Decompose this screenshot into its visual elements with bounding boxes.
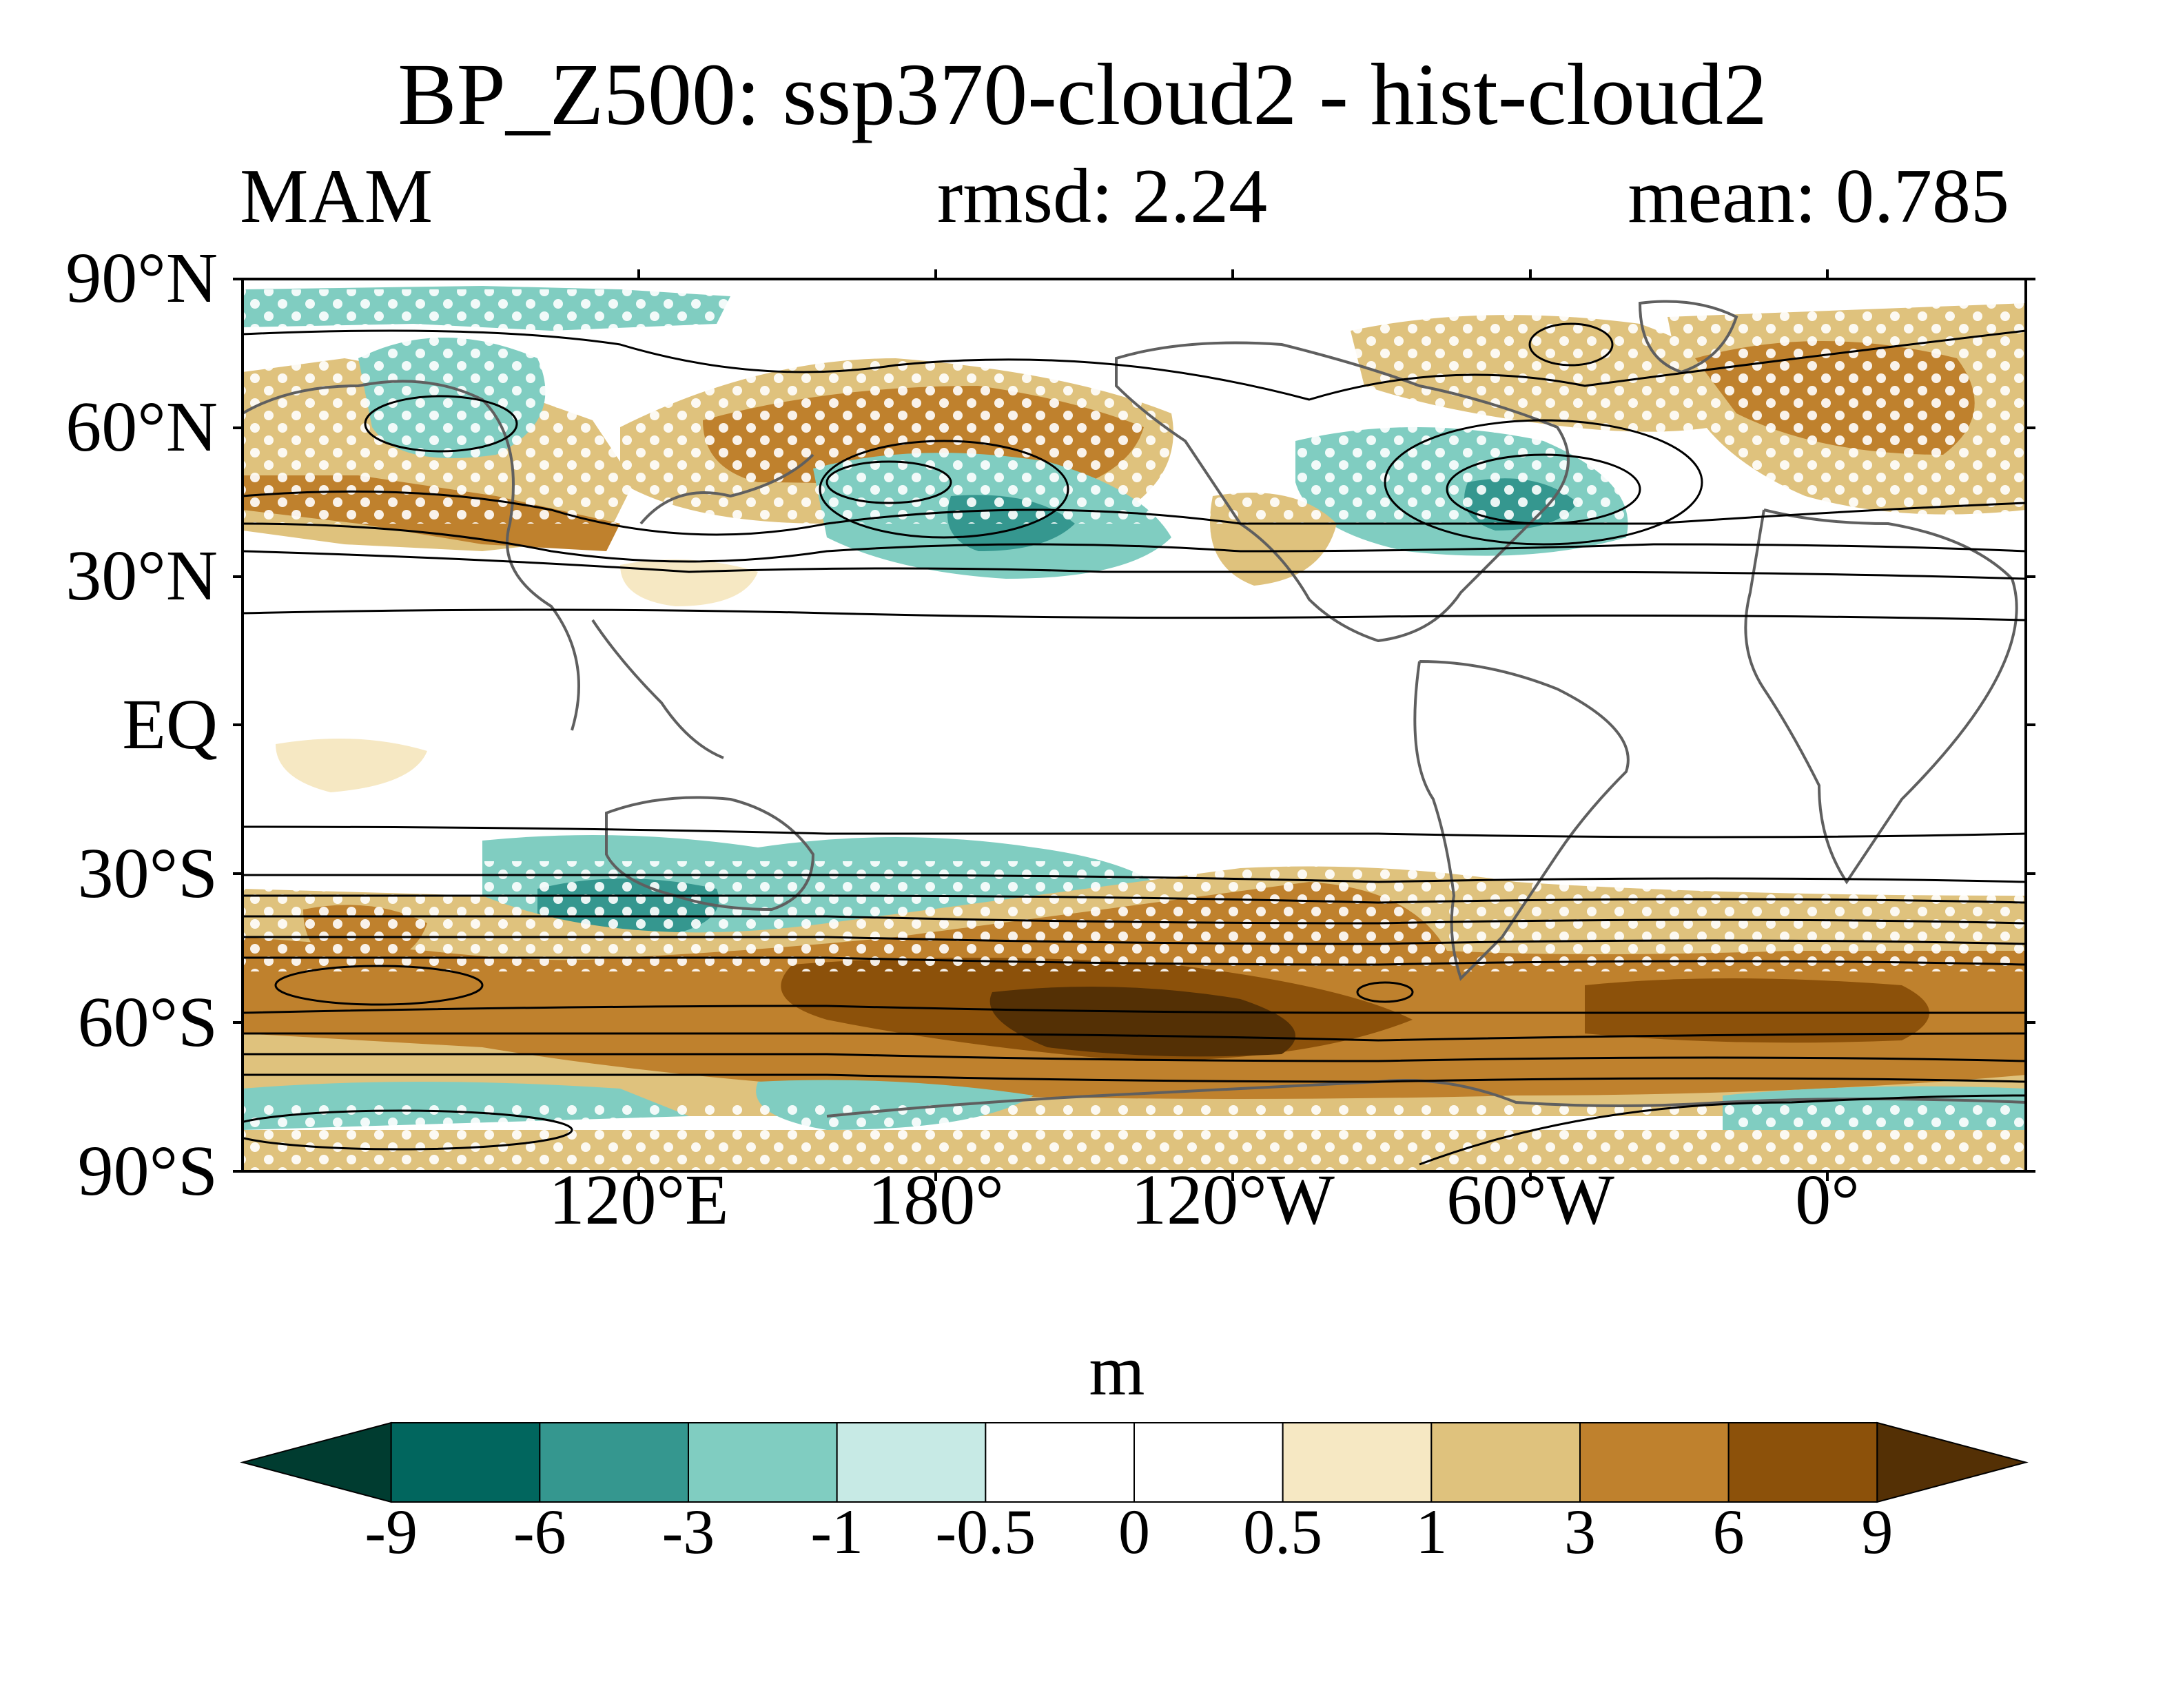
mean-label: mean: 0.785: [1628, 154, 2009, 239]
coast-australia: [605, 796, 815, 912]
contour-sh-9: [243, 1053, 2026, 1062]
contour-sh-5: [243, 936, 2026, 945]
axis-ticks: [233, 269, 2035, 1181]
lon-label-120w: 120°W: [1131, 1160, 1335, 1239]
lon-label-0: 0°: [1795, 1160, 1860, 1239]
colorbar-tick-label: 3: [1564, 1496, 1596, 1567]
contour-sh-8: [243, 1032, 2026, 1042]
lat-label-30s: 30°S: [77, 834, 218, 913]
colorbar-segment: [390, 1422, 541, 1503]
contour-pacific-low-1: [819, 440, 1069, 539]
rmsd-label: rmsd: 2.24: [937, 154, 1268, 239]
lon-label-60w: 60°W: [1446, 1160, 1614, 1239]
climatology-contours: [243, 322, 2026, 1166]
contour-sh-ellipse-1: [274, 965, 484, 1006]
contour-sh-1: [243, 825, 2026, 838]
colorbar-extend-max: [1876, 1421, 2029, 1503]
colorbar-tick-label: -9: [365, 1496, 418, 1567]
shade-sh-darkbrown-2: [1585, 978, 1929, 1043]
colorbar-tick-label: 9: [1861, 1496, 1894, 1567]
colorbar-tick-label: 1: [1415, 1496, 1448, 1567]
coast-south-america: [1413, 660, 1630, 981]
contour-sh-ellipse-2: [1356, 981, 1414, 1003]
contour-sh-7: [243, 1005, 2026, 1014]
contour-antarctic: [243, 1109, 573, 1151]
contour-nh-2: [243, 490, 2026, 536]
colorbar-unit: m: [1089, 1331, 1145, 1410]
lat-label-30n: 30°N: [65, 536, 218, 615]
contour-arctic: [1528, 322, 1614, 367]
contour-pacific-low-2: [825, 460, 952, 504]
contour-eurasia-low: [364, 395, 518, 453]
contour-sh-3: [243, 894, 2026, 904]
contour-nh-3: [243, 522, 2026, 563]
colorbar-segment: [985, 1422, 1136, 1503]
colorbar-segment: [1579, 1422, 1730, 1503]
coast-africa: [1744, 508, 2018, 885]
colorbar-tick-label: 0: [1118, 1496, 1150, 1567]
coast-eurasia: [243, 380, 814, 759]
colorbar-segment: [1133, 1422, 1284, 1503]
contour-sh-10: [243, 1073, 2026, 1083]
lon-label-120e: 120°E: [548, 1160, 729, 1239]
colorbar-tick-label: 0.5: [1243, 1496, 1323, 1567]
season-label: MAM: [240, 154, 433, 239]
colorbar-extend-min: [240, 1421, 392, 1503]
colorbar: [240, 1421, 2029, 1503]
contour-nh-4: [243, 550, 2026, 580]
colorbar-tick-label: 6: [1712, 1496, 1745, 1567]
colorbar-tick-label: -1: [810, 1496, 863, 1567]
shade-tropics-light-2: [276, 739, 427, 792]
contour-atlantic-low-2: [1446, 453, 1641, 525]
shade-sh-darkest: [989, 987, 1295, 1057]
contour-sh-2: [243, 874, 2026, 883]
colorbar-tick-label: -0.5: [935, 1496, 1036, 1567]
plot-title: BP_Z500: ssp370-cloud2 - hist-cloud2: [398, 45, 1767, 143]
colorbar-segment: [836, 1422, 987, 1503]
map-plot-area: [243, 279, 2026, 1171]
lat-label-60s: 60°S: [77, 982, 218, 1062]
lat-label-60n: 60°N: [65, 387, 218, 466]
colorbar-segment: [688, 1422, 838, 1503]
colorbar-tick-label: -6: [513, 1496, 566, 1567]
colorbar-segment: [1282, 1422, 1433, 1503]
lat-label-eq: EQ: [122, 685, 218, 764]
colorbar-segment: [1727, 1422, 1878, 1503]
colorbar-tick-label: -3: [661, 1496, 715, 1567]
contour-nh-1: [243, 329, 2026, 401]
coast-greenland: [1638, 300, 1738, 374]
lon-label-180: 180°: [868, 1160, 1004, 1239]
contour-atlantic-low-1: [1384, 419, 1703, 546]
contour-sh-6: [243, 956, 2026, 966]
coast-north-america: [1115, 341, 1570, 643]
colorbar-segment: [1430, 1422, 1581, 1503]
lat-label-90s: 90°S: [77, 1131, 218, 1211]
lat-label-90n: 90°N: [65, 238, 218, 318]
contour-nh-5: [243, 608, 2026, 621]
contour-sh-4: [243, 915, 2026, 925]
contour-antarctic-2: [1419, 1094, 2026, 1166]
colorbar-segment: [539, 1422, 689, 1503]
